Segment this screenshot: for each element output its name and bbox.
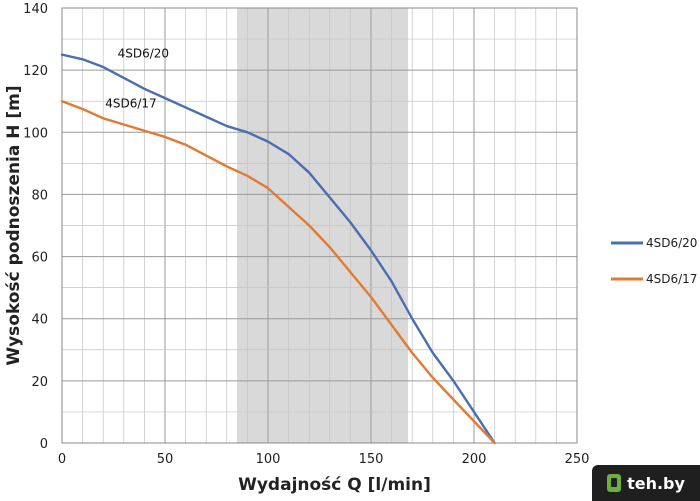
x-tick-label: 250 [565,452,590,467]
grid [61,7,578,444]
x-tick-label: 200 [462,452,487,467]
legend-label: 4SD6/20 [646,236,697,250]
x-tick-label: 150 [359,452,384,467]
y-tick-label: 20 [31,375,48,390]
series-line-2 [60,100,496,445]
y-tick-label: 60 [31,251,48,266]
y-tick-label: 0 [40,437,48,452]
series-line-1 [60,53,496,445]
y-tick-label: 140 [23,2,48,17]
series-annotation: 4SD6/17 [105,96,156,110]
x-axis-title: Wydajność Q [l/min] [238,475,431,495]
series-annotation: 4SD6/20 [118,47,169,61]
y-tick-label: 40 [31,313,48,328]
watermark: teh.by [592,465,700,501]
y-tick-label: 100 [23,126,48,141]
plot-frame [61,7,578,444]
x-tick-label: 100 [256,452,281,467]
y-tick-label: 80 [31,188,48,203]
series-lines [60,53,496,445]
logo-icon [607,474,622,492]
y-axis-title: Wysokość podnoszenia H [m] [4,85,24,365]
x-tick-label: 0 [58,452,66,467]
watermark-text: teh.by [627,473,685,493]
y-tick-labels: 0 20 40 60 80 100 120 140 [23,2,48,452]
y-tick-label: 120 [23,64,48,79]
legend-label: 4SD6/17 [646,272,697,286]
series-annotations: 4SD6/20 4SD6/17 [105,47,169,111]
x-tick-labels: 0 50 100 150 200 250 [58,452,590,467]
x-tick-label: 50 [157,452,174,467]
legend: 4SD6/20 4SD6/17 [611,236,697,286]
